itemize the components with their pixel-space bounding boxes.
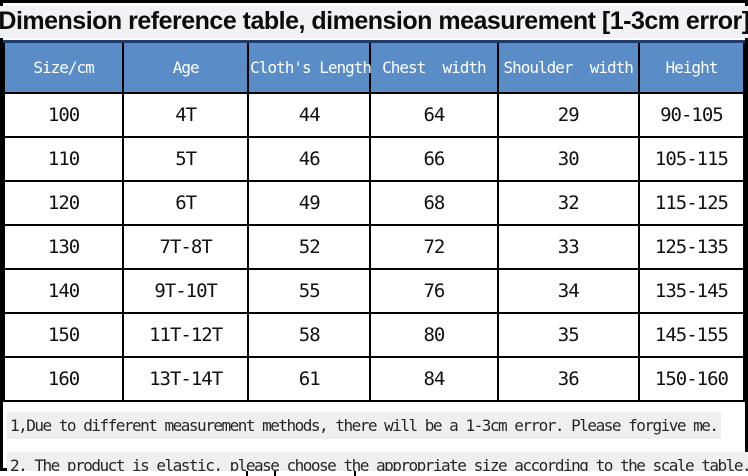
table-row: 160 13T-14T 61 84 36 150-160: [2, 356, 746, 402]
title-row: Dimension reference table, dimension mea…: [0, 3, 748, 40]
table-row: 100 4T 44 64 29 90-105: [2, 92, 746, 138]
table-cell: 52: [247, 224, 372, 270]
table-cell: 84: [369, 356, 499, 402]
column-header-size: Size/cm: [2, 40, 125, 94]
table-cell: 35: [496, 312, 640, 358]
table-cell: 33: [496, 224, 640, 270]
page-title: Dimension reference table, dimension mea…: [0, 5, 748, 38]
table-cell: 49: [247, 180, 372, 226]
table-header-row: Size/cm Age Cloth's Length Chest width S…: [2, 40, 746, 94]
table-cell: 55: [247, 268, 372, 314]
table-cell: 61: [247, 356, 372, 402]
footnotes: 1,Due to different measurement methods, …: [3, 402, 748, 476]
cropped-cell-border: [246, 471, 248, 476]
column-header-age: Age: [122, 40, 250, 94]
table-cell: 160: [2, 356, 125, 402]
table-cell: 11T-12T: [122, 312, 250, 358]
cropped-cell-border: [274, 471, 276, 476]
table-cell: 4T: [122, 92, 250, 138]
table-cell: 90-105: [637, 92, 746, 138]
table-cell: 76: [369, 268, 499, 314]
table-cell: 105-115: [637, 136, 746, 182]
table-cell: 7T-8T: [122, 224, 250, 270]
table-cell: 13T-14T: [122, 356, 250, 402]
table-row: 140 9T-10T 55 76 34 135-145: [2, 268, 746, 314]
table-cell: 115-125: [637, 180, 746, 226]
table-cell: 125-135: [637, 224, 746, 270]
table-cell: 100: [2, 92, 125, 138]
table-cell: 46: [247, 136, 372, 182]
table-cell: 110: [2, 136, 125, 182]
table-cell: 44: [247, 92, 372, 138]
table-cell: 80: [369, 312, 499, 358]
table-cell: 130: [2, 224, 125, 270]
table-row: 150 11T-12T 58 80 35 145-155: [2, 312, 746, 358]
table-cell: 140: [2, 268, 125, 314]
table-cell: 30: [496, 136, 640, 182]
column-header-cloth-length: Cloth's Length: [247, 40, 372, 94]
table-cell: 145-155: [637, 312, 746, 358]
table-cell: 29: [496, 92, 640, 138]
column-header-shoulder-width: Shoulder width: [496, 40, 640, 94]
table-cell: 9T-10T: [122, 268, 250, 314]
table-cell: 34: [496, 268, 640, 314]
table-cell: 64: [369, 92, 499, 138]
table-cell: 6T: [122, 180, 250, 226]
table-cell: 72: [369, 224, 499, 270]
note-measurement-error: 1,Due to different measurement methods, …: [7, 412, 721, 439]
column-header-height: Height: [637, 40, 746, 94]
note-elastic-sizing: 2. The product is elastic, please choose…: [7, 452, 748, 476]
column-header-chest-width: Chest width: [369, 40, 499, 94]
table-cell: 68: [369, 180, 499, 226]
table-cell: 150: [2, 312, 125, 358]
size-table: Size/cm Age Cloth's Length Chest width S…: [2, 40, 746, 402]
table-cell: 120: [2, 180, 125, 226]
cropped-cell-border: [354, 471, 356, 476]
table-row: 110 5T 46 66 30 105-115: [2, 136, 746, 182]
table-cell: 150-160: [637, 356, 746, 402]
table-cell: 58: [247, 312, 372, 358]
table-row: 120 6T 49 68 32 115-125: [2, 180, 746, 226]
table-row: 130 7T-8T 52 72 33 125-135: [2, 224, 746, 270]
cropped-next-section-edge: [0, 471, 748, 476]
table-cell: 5T: [122, 136, 250, 182]
table-cell: 66: [369, 136, 499, 182]
table-cell: 36: [496, 356, 640, 402]
table-cell: 32: [496, 180, 640, 226]
table-cell: 135-145: [637, 268, 746, 314]
